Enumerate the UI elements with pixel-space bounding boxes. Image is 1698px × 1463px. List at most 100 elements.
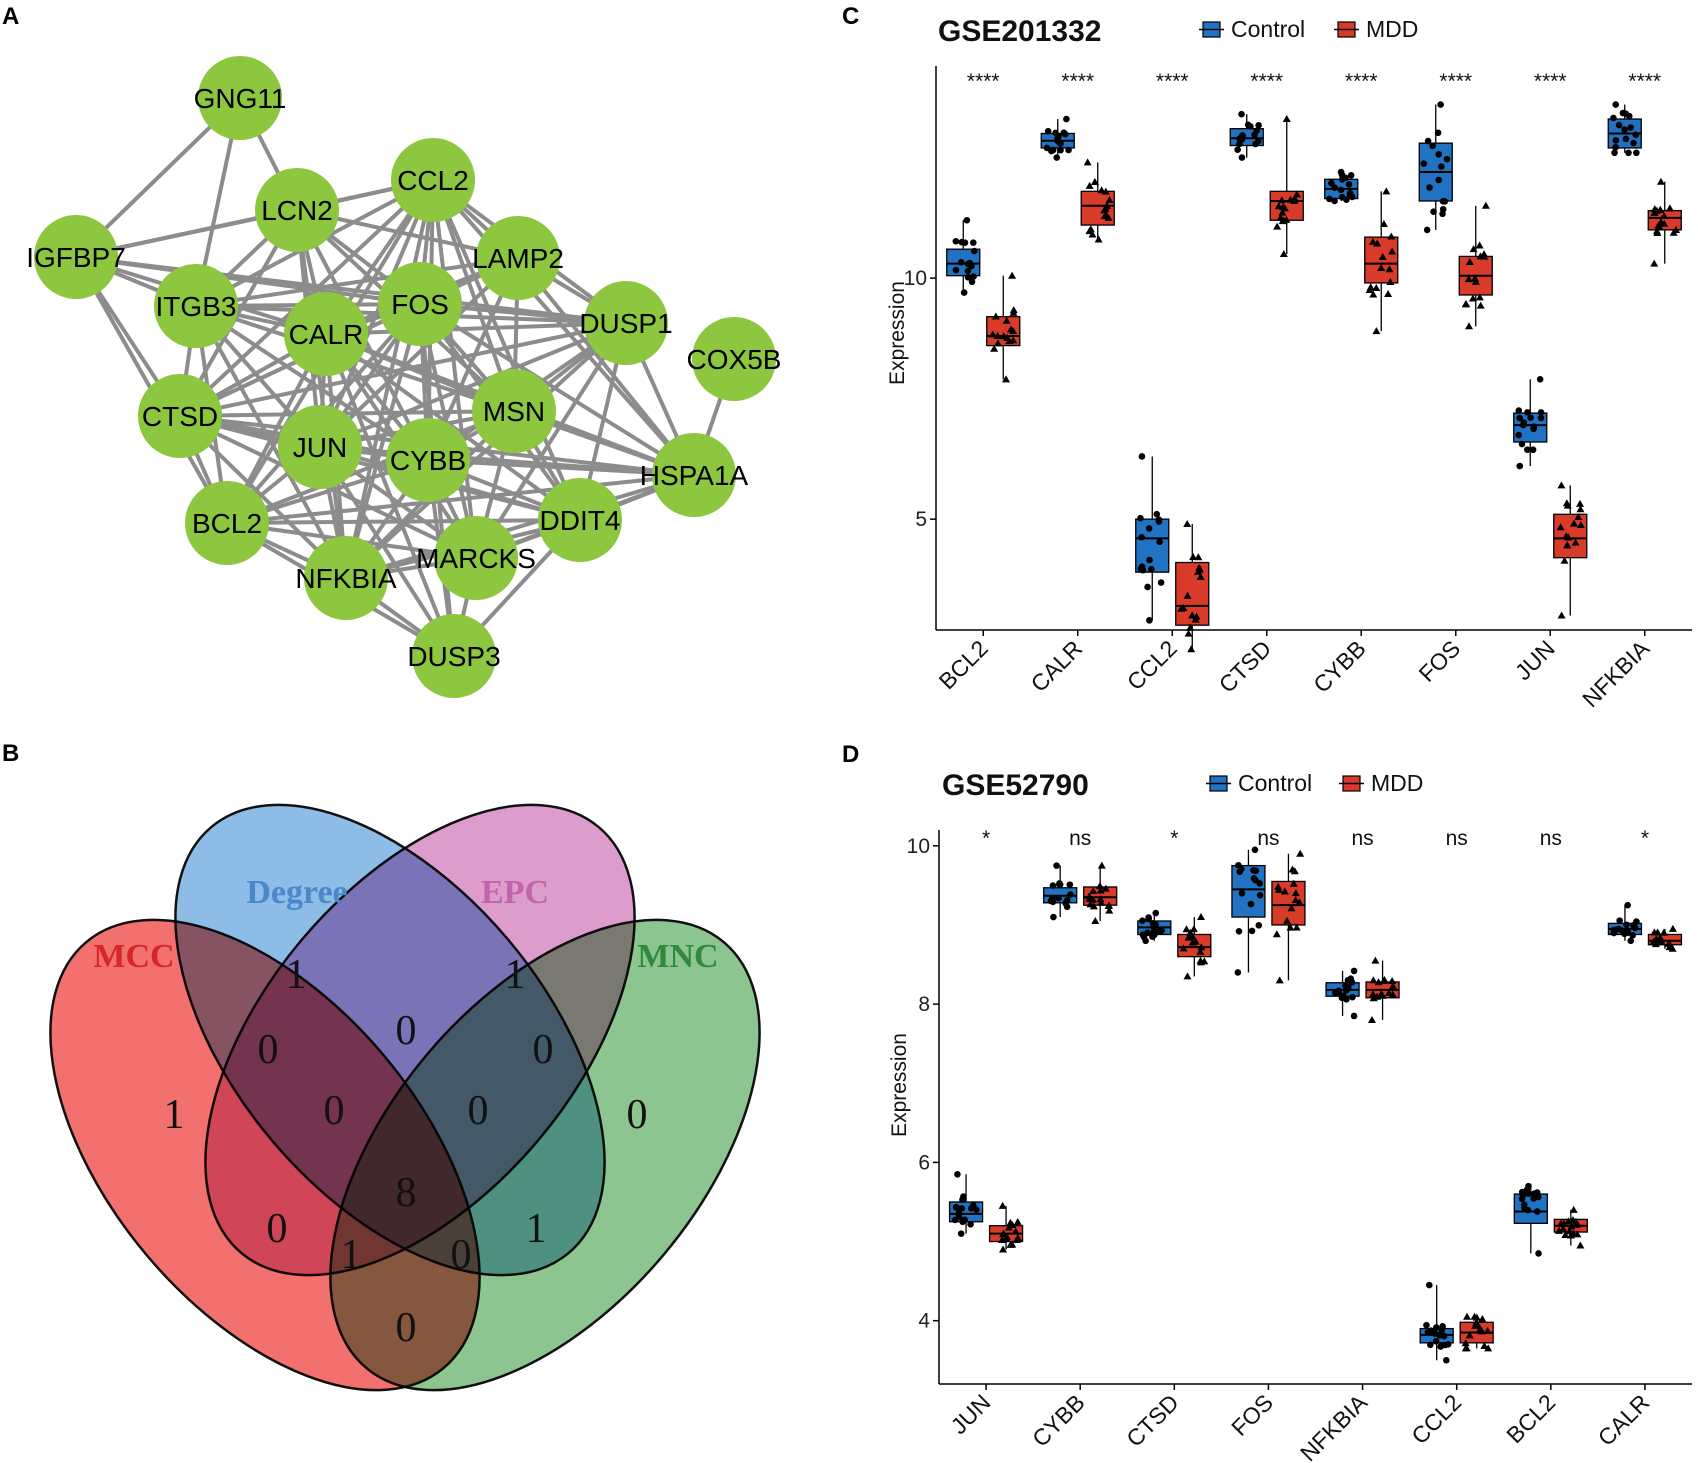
venn-count-mcc-mnc: 0	[396, 1305, 417, 1351]
point-mdd-jun	[1006, 1240, 1015, 1248]
point-mdd-cybb	[1095, 881, 1104, 889]
point-control-bcl2	[952, 237, 960, 245]
point-mdd-ctsd	[1197, 943, 1206, 951]
point-control-ccl2	[1148, 565, 1155, 573]
point-control-nfkbia	[1350, 967, 1358, 975]
point-mdd-ctsd	[1196, 956, 1205, 964]
point-control-cybb	[1338, 176, 1346, 183]
point-control-jun	[967, 1220, 974, 1228]
point-mdd-bcl2	[1002, 316, 1011, 324]
point-mdd-ccl2	[1191, 615, 1200, 623]
point-mdd-ctsd	[1274, 202, 1283, 210]
point-mdd-fos	[1471, 277, 1480, 285]
y-tick-label: 4	[918, 1310, 930, 1333]
point-control-ctsd	[1151, 931, 1158, 939]
point-mdd-ctsd	[1196, 913, 1205, 921]
point-mdd-bcl2	[999, 332, 1008, 340]
point-mdd-calr	[1083, 158, 1092, 166]
venn-count-mnc-only: 0	[627, 1092, 648, 1138]
point-control-fos	[1437, 101, 1444, 108]
box-control-fos	[1231, 864, 1266, 918]
point-control-cybb	[1343, 196, 1350, 203]
point-control-jun	[1516, 414, 1523, 422]
significance-label: *	[1170, 827, 1178, 850]
point-control-jun	[1516, 462, 1524, 470]
point-control-ccl2	[1138, 453, 1146, 460]
point-mdd-ccl2	[1184, 629, 1193, 637]
point-control-bcl2	[1533, 1208, 1541, 1215]
point-control-fos	[1234, 969, 1242, 976]
venn-count-mcc-degree-epc: 0	[324, 1088, 345, 1134]
point-control-calr	[1624, 901, 1631, 909]
point-control-calr	[1629, 932, 1636, 939]
point-control-fos	[1250, 874, 1258, 882]
point-control-fos	[1248, 927, 1256, 935]
point-mdd-nfkbia	[1656, 177, 1665, 185]
point-mdd-ccl2	[1189, 553, 1198, 561]
point-control-cybb	[1047, 897, 1055, 905]
point-mdd-calr	[1651, 936, 1660, 944]
panel-label-a: A	[2, 3, 19, 30]
point-mdd-nfkbia	[1388, 990, 1397, 998]
node-label-nfkbia: NFKBIA	[295, 563, 396, 594]
point-mdd-bcl2	[988, 330, 997, 338]
node-label-bcl2: BCL2	[192, 508, 262, 539]
point-mdd-ccl2	[1186, 623, 1195, 631]
legend-label-mdd: MDD	[1371, 770, 1423, 796]
point-control-fos	[1256, 891, 1264, 899]
point-control-bcl2	[958, 238, 966, 246]
point-mdd-nfkbia	[1652, 227, 1661, 235]
point-mdd-fos	[1481, 201, 1490, 209]
point-mdd-fos	[1292, 923, 1301, 931]
point-mdd-nfkbia	[1369, 994, 1378, 1002]
venn-count-degree-epc-mnc: 0	[468, 1088, 489, 1134]
point-mdd-nfkbia	[1374, 978, 1383, 986]
point-mdd-calr	[1104, 213, 1113, 221]
point-control-cybb	[1053, 862, 1060, 869]
point-mdd-calr	[1101, 187, 1110, 195]
point-mdd-ccl2	[1183, 519, 1192, 527]
point-mdd-ctsd	[1196, 947, 1205, 955]
point-control-bcl2	[1518, 1188, 1526, 1196]
y-tick-label: 6	[918, 1151, 930, 1174]
edge-ccl2-hspa1a	[431, 178, 696, 477]
node-cox5b	[692, 317, 776, 401]
point-mdd-fos	[1291, 889, 1300, 897]
point-control-fos	[1434, 129, 1442, 137]
point-mdd-cybb	[1089, 886, 1098, 894]
point-control-ccl2	[1423, 1321, 1430, 1329]
y-axis-label: Expression	[888, 1033, 911, 1137]
point-mdd-ctsd	[1278, 208, 1287, 216]
point-mdd-calr	[1105, 195, 1114, 203]
point-mdd-nfkbia	[1388, 982, 1397, 990]
point-control-jun	[1515, 407, 1523, 414]
legend-label-control: Control	[1238, 770, 1312, 796]
point-control-ccl2	[1444, 1340, 1452, 1348]
point-control-nfkbia	[1338, 994, 1346, 1002]
point-mdd-calr	[1085, 181, 1094, 189]
venn-set-label-mcc: MCC	[93, 938, 174, 975]
point-mdd-cybb	[1368, 237, 1377, 245]
point-mdd-calr	[1090, 177, 1099, 185]
point-control-ccl2	[1153, 510, 1161, 518]
point-mdd-fos	[1464, 275, 1473, 283]
point-mdd-fos	[1480, 250, 1489, 258]
node-label-calr: CALR	[289, 319, 364, 350]
point-control-ccl2	[1440, 1332, 1448, 1340]
point-control-jun	[957, 1230, 965, 1237]
point-mdd-fos	[1287, 904, 1296, 912]
significance-label: ****	[967, 70, 1000, 93]
point-control-ctsd	[1255, 122, 1262, 129]
point-control-cybb	[1049, 882, 1057, 889]
point-control-nfkbia	[1350, 1012, 1358, 1020]
point-mdd-jun	[1560, 556, 1569, 564]
edge-msn-ctsd	[179, 409, 515, 418]
point-mdd-fos	[1291, 896, 1300, 904]
point-mdd-calr	[1085, 227, 1094, 235]
point-mdd-cybb	[1384, 289, 1393, 297]
point-mdd-ccl2	[1477, 1327, 1486, 1335]
point-control-ccl2	[1145, 525, 1153, 532]
point-mdd-jun	[1563, 541, 1572, 549]
point-mdd-fos	[1461, 300, 1470, 308]
legend-label-mdd: MDD	[1366, 16, 1418, 42]
